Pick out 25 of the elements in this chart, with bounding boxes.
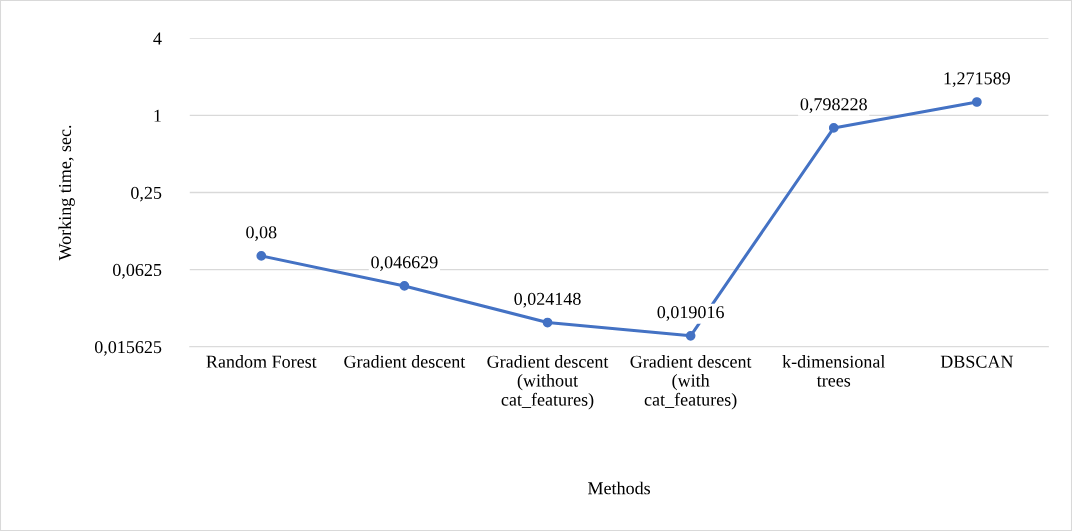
y-tick-label: 0,25 — [131, 186, 162, 202]
data-label: 0,798228 — [800, 98, 867, 113]
data-label: 0,08 — [246, 226, 277, 241]
data-label: 0,019016 — [657, 306, 724, 321]
x-axis-title: Methods — [588, 481, 651, 495]
point — [542, 317, 553, 328]
x-tick-label: DBSCAN — [940, 355, 1014, 368]
data-label: 0,046629 — [371, 256, 438, 271]
point — [828, 123, 839, 133]
point — [256, 251, 267, 261]
data-label: 0,024148 — [514, 292, 581, 308]
x-tick-label: Gradient descent — [344, 355, 466, 368]
point — [971, 97, 982, 107]
y-tick-label: 1 — [154, 109, 161, 122]
x-tick-label: Random Forest — [206, 355, 317, 368]
y-tick-label: 0,015625 — [94, 341, 162, 356]
y-axis-title: Working time, sec. — [58, 125, 75, 261]
y-tick-label: 0,0625 — [113, 263, 162, 279]
x-tick-label: k-dimensional trees — [782, 355, 886, 387]
x-tick-label: Gradient descent (with cat_features) — [630, 355, 752, 410]
y-tick-label: 4 — [153, 32, 162, 45]
data-label: 1,271589 — [944, 72, 1010, 88]
point — [399, 281, 410, 291]
point — [685, 330, 696, 341]
x-tick-label: Gradient descent (without cat_features) — [487, 355, 609, 410]
